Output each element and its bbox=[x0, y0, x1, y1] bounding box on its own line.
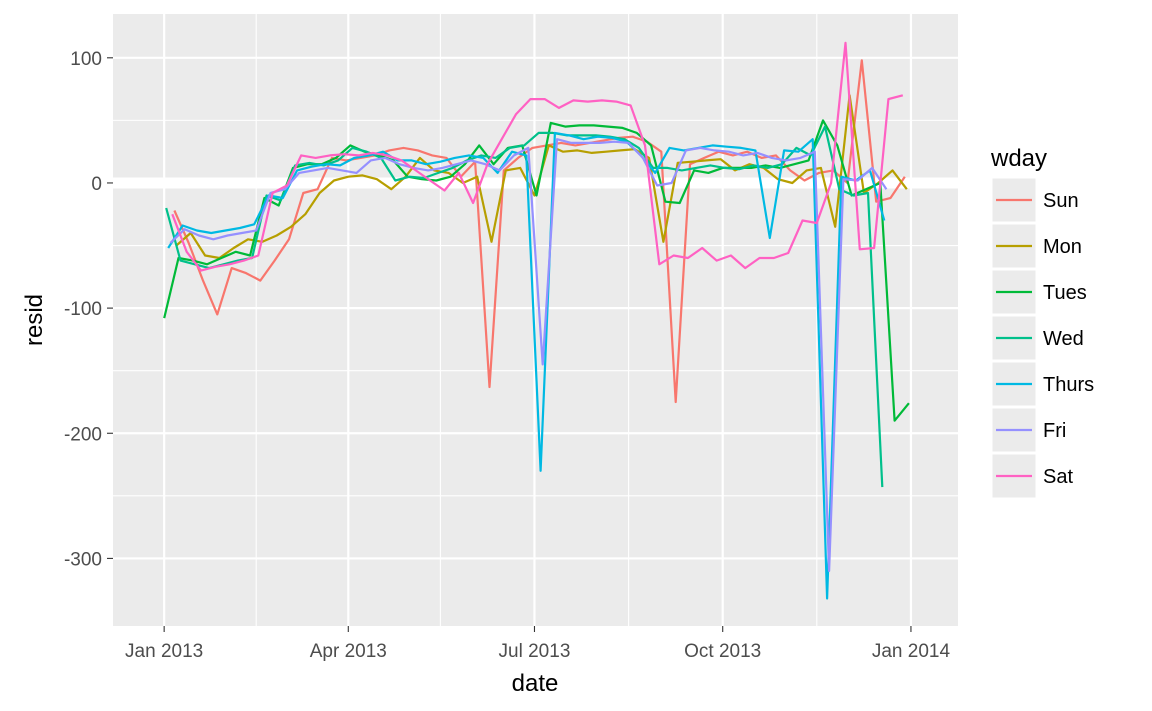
y-tick-label: -100 bbox=[64, 299, 102, 320]
x-tick-label: Jan 2013 bbox=[125, 641, 203, 662]
y-tick-label: -300 bbox=[64, 549, 102, 570]
y-axis-title: resid bbox=[21, 294, 48, 346]
legend-label: Tues bbox=[1043, 282, 1087, 304]
legend-label: Fri bbox=[1043, 420, 1066, 442]
legend-label: Sat bbox=[1043, 466, 1073, 488]
x-axis-ticks: Jan 2013 Apr 2013 Jul 2013 Oct 2013 Jan 2014 bbox=[125, 626, 950, 662]
y-tick-label: -200 bbox=[64, 424, 102, 445]
x-tick-label: Oct 2013 bbox=[684, 641, 761, 662]
series-lines bbox=[163, 41, 910, 600]
y-tick-label: 100 bbox=[70, 49, 102, 70]
legend-label: Sun bbox=[1043, 190, 1079, 212]
x-tick-label: Jan 2014 bbox=[872, 641, 951, 662]
legend-title: wday bbox=[990, 145, 1047, 172]
x-tick-label: Jul 2013 bbox=[499, 641, 571, 662]
y-axis-ticks: 100 0 -100 -200 -300 bbox=[64, 49, 113, 570]
series-line-thurs bbox=[167, 131, 886, 600]
legend-label: Wed bbox=[1043, 328, 1084, 350]
legend: wday Sun Mon Tues Wed Thurs Fri Sat bbox=[990, 145, 1094, 499]
legend-label: Mon bbox=[1043, 236, 1082, 258]
x-tick-label: Apr 2013 bbox=[310, 641, 387, 662]
y-tick-label: 0 bbox=[91, 174, 102, 195]
legend-label: Thurs bbox=[1043, 374, 1094, 396]
series-line-fri bbox=[169, 138, 888, 572]
series-line-sat bbox=[171, 41, 904, 272]
x-axis-title: date bbox=[512, 670, 559, 697]
